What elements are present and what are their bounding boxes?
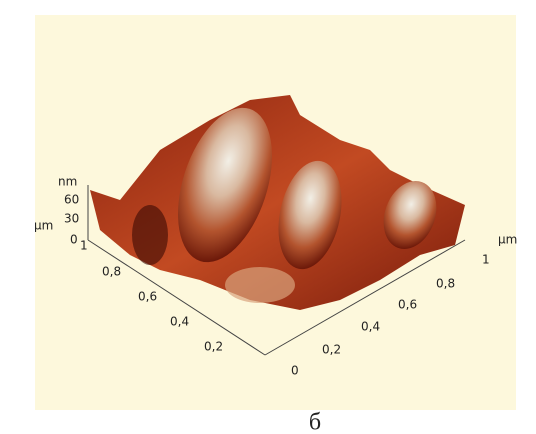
left-tick-label: 1	[80, 239, 88, 253]
figure: nm 60 30 0 µm 1 0,8 0,6 0,4 0,2 0 0,2 0,…	[0, 0, 536, 434]
left-tick-label: 0,6	[138, 290, 157, 304]
right-tick-label: 0,2	[322, 343, 341, 357]
right-tick-label: 0,4	[361, 320, 380, 334]
z-tick-label: 60	[64, 193, 79, 207]
caption: б	[309, 410, 321, 434]
left-tick-label: 0,4	[170, 315, 189, 329]
right-tick-label: 1	[482, 253, 490, 267]
left-tick-label: 0,2	[204, 340, 223, 354]
right-tick-label: 0	[291, 364, 299, 378]
z-tick-label: 0	[70, 233, 78, 247]
right-tick-label: 0,6	[398, 298, 417, 312]
z-tick-label: 30	[64, 212, 79, 226]
right-unit: µm	[498, 233, 517, 247]
left-tick-label: 0,8	[102, 265, 121, 279]
right-tick-label: 0,8	[436, 277, 455, 291]
z-unit: nm	[58, 175, 77, 189]
left-unit: µm	[34, 219, 53, 233]
